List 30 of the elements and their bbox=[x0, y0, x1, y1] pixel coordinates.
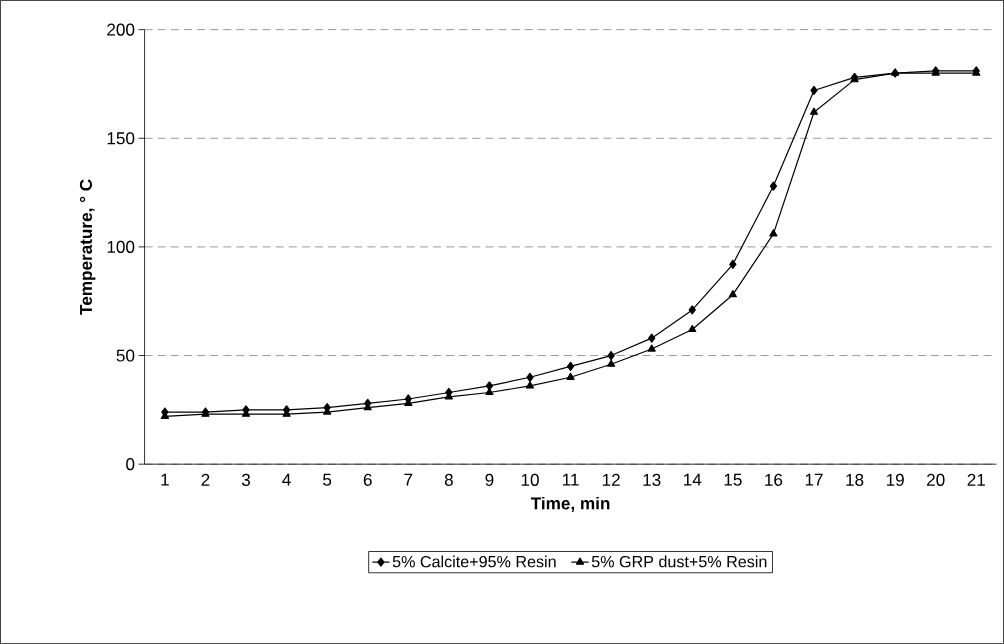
x-tick-label: 21 bbox=[967, 473, 985, 486]
y-axis-title: Temperature, ° C bbox=[79, 179, 96, 315]
x-axis-title: Time, min bbox=[530, 496, 610, 512]
x-tick-label: 19 bbox=[886, 473, 904, 486]
x-tick-label: 6 bbox=[363, 473, 372, 486]
x-tick-label: 16 bbox=[765, 473, 783, 486]
y-tick-label: 0 bbox=[126, 458, 135, 471]
x-tick-label: 4 bbox=[282, 473, 291, 486]
legend-label: 5% GRP dust+5% Resin bbox=[591, 555, 767, 568]
x-tick-label: 18 bbox=[846, 473, 864, 486]
x-tick-label: 11 bbox=[562, 473, 579, 486]
x-tick-label: 13 bbox=[643, 473, 661, 486]
legend-label: 5% Calcite+95% Resin bbox=[392, 555, 556, 568]
y-tick-label: 50 bbox=[116, 349, 135, 362]
x-tick-label: 17 bbox=[805, 473, 823, 486]
x-tick-label: 8 bbox=[444, 473, 453, 486]
x-tick-label: 2 bbox=[201, 473, 210, 486]
y-tick-label: 100 bbox=[107, 240, 135, 253]
x-tick-label: 1 bbox=[161, 473, 169, 486]
x-tick-label: 20 bbox=[927, 473, 945, 486]
x-tick-label: 7 bbox=[404, 473, 413, 486]
x-tick-label: 10 bbox=[521, 473, 539, 486]
x-tick-label: 12 bbox=[602, 473, 620, 486]
x-tick-label: 3 bbox=[241, 473, 251, 486]
x-tick-label: 14 bbox=[684, 473, 702, 486]
x-tick-label: 9 bbox=[485, 473, 494, 486]
x-tick-label: 15 bbox=[724, 473, 742, 486]
y-tick-label: 150 bbox=[107, 132, 135, 145]
x-tick-label: 5 bbox=[323, 473, 332, 486]
y-tick-label: 200 bbox=[107, 23, 135, 36]
